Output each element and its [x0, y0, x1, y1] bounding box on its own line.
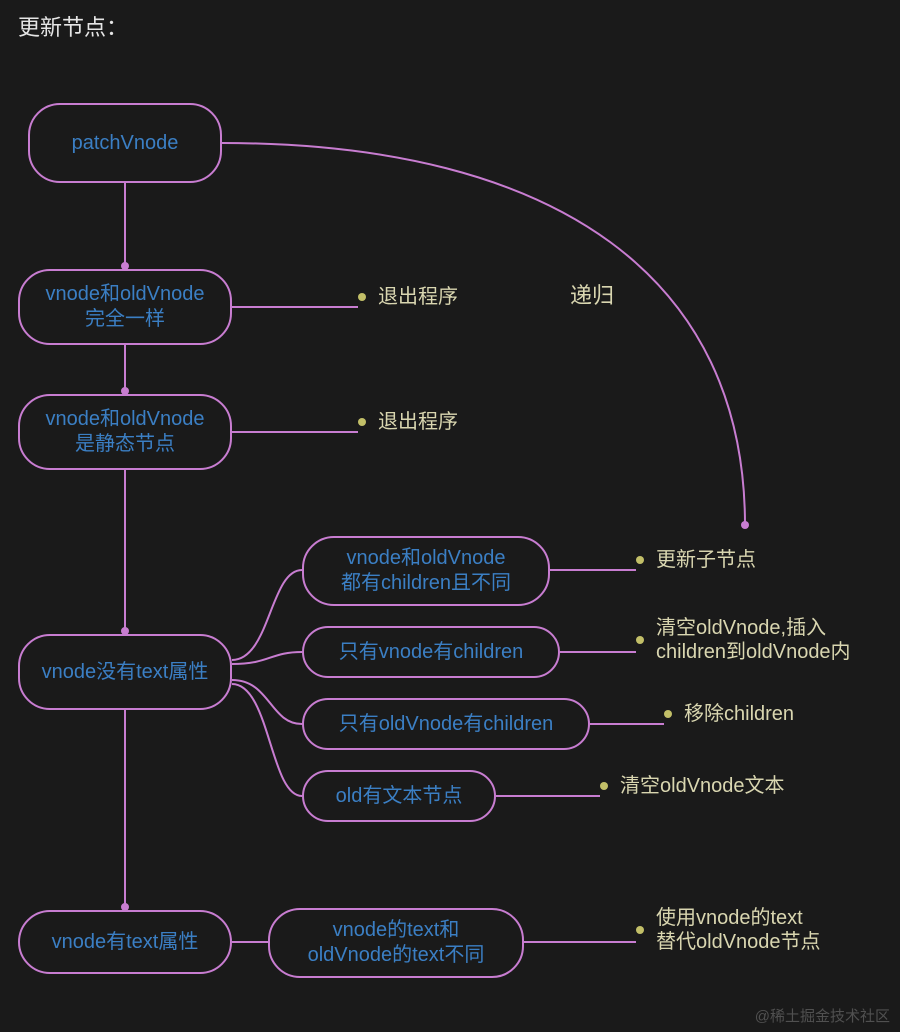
leaf: 退出程序	[358, 285, 458, 309]
leaf: 清空oldVnode,插入 children到oldVnode内	[636, 616, 851, 664]
leaf-text: 退出程序	[378, 410, 458, 434]
flow-node: vnode和oldVnode 完全一样	[18, 269, 232, 345]
flow-node-label: 只有vnode有children	[339, 640, 524, 665]
flow-node-label: vnode有text属性	[52, 930, 199, 955]
edge	[232, 570, 302, 660]
flow-node-label: vnode没有text属性	[42, 660, 209, 685]
leaf-dot-icon	[664, 710, 672, 718]
flow-node: old有文本节点	[302, 770, 496, 822]
leaf-dot-icon	[636, 636, 644, 644]
flow-node-label: vnode和oldVnode 都有children且不同	[341, 546, 511, 596]
flow-node-label: vnode和oldVnode 完全一样	[45, 282, 204, 332]
flow-node: vnode的text和 oldVnode的text不同	[268, 908, 524, 978]
flow-node-label: old有文本节点	[336, 784, 463, 809]
leaf-dot-icon	[600, 782, 608, 790]
edge-dot	[741, 521, 749, 529]
flow-node-label: 只有oldVnode有children	[339, 712, 554, 737]
edge	[232, 680, 302, 724]
leaf-dot-icon	[358, 293, 366, 301]
watermark: @稀土掘金技术社区	[755, 1005, 890, 1026]
free-label: 递归	[570, 278, 614, 310]
flow-node-label: vnode和oldVnode 是静态节点	[45, 407, 204, 457]
flow-node: vnode没有text属性	[18, 634, 232, 710]
leaf-text: 使用vnode的text 替代oldVnode节点	[656, 906, 821, 954]
flow-node-label: patchVnode	[72, 131, 179, 156]
edge	[222, 143, 745, 525]
diagram-title: 更新节点：	[18, 10, 128, 42]
leaf-text: 退出程序	[378, 285, 458, 309]
edge	[232, 652, 302, 664]
leaf-text: 清空oldVnode,插入 children到oldVnode内	[656, 616, 851, 664]
edge	[232, 684, 302, 796]
leaf: 清空oldVnode文本	[600, 774, 785, 798]
flow-node: 只有oldVnode有children	[302, 698, 590, 750]
leaf-text: 更新子节点	[656, 548, 756, 572]
leaf: 退出程序	[358, 410, 458, 434]
flow-node: vnode有text属性	[18, 910, 232, 974]
leaf-dot-icon	[358, 418, 366, 426]
diagram-canvas: 更新节点： @稀土掘金技术社区 patchVnode vnode和oldVnode…	[0, 0, 900, 1032]
leaf-text: 移除children	[684, 702, 794, 726]
leaf-dot-icon	[636, 926, 644, 934]
leaf: 更新子节点	[636, 548, 756, 572]
flow-node-label: vnode的text和 oldVnode的text不同	[308, 918, 485, 968]
leaf-text: 清空oldVnode文本	[620, 774, 785, 798]
leaf: 移除children	[664, 702, 794, 726]
flow-node: vnode和oldVnode 是静态节点	[18, 394, 232, 470]
flow-node: vnode和oldVnode 都有children且不同	[302, 536, 550, 606]
leaf-dot-icon	[636, 556, 644, 564]
leaf: 使用vnode的text 替代oldVnode节点	[636, 906, 821, 954]
flow-node: patchVnode	[28, 103, 222, 183]
flow-node: 只有vnode有children	[302, 626, 560, 678]
